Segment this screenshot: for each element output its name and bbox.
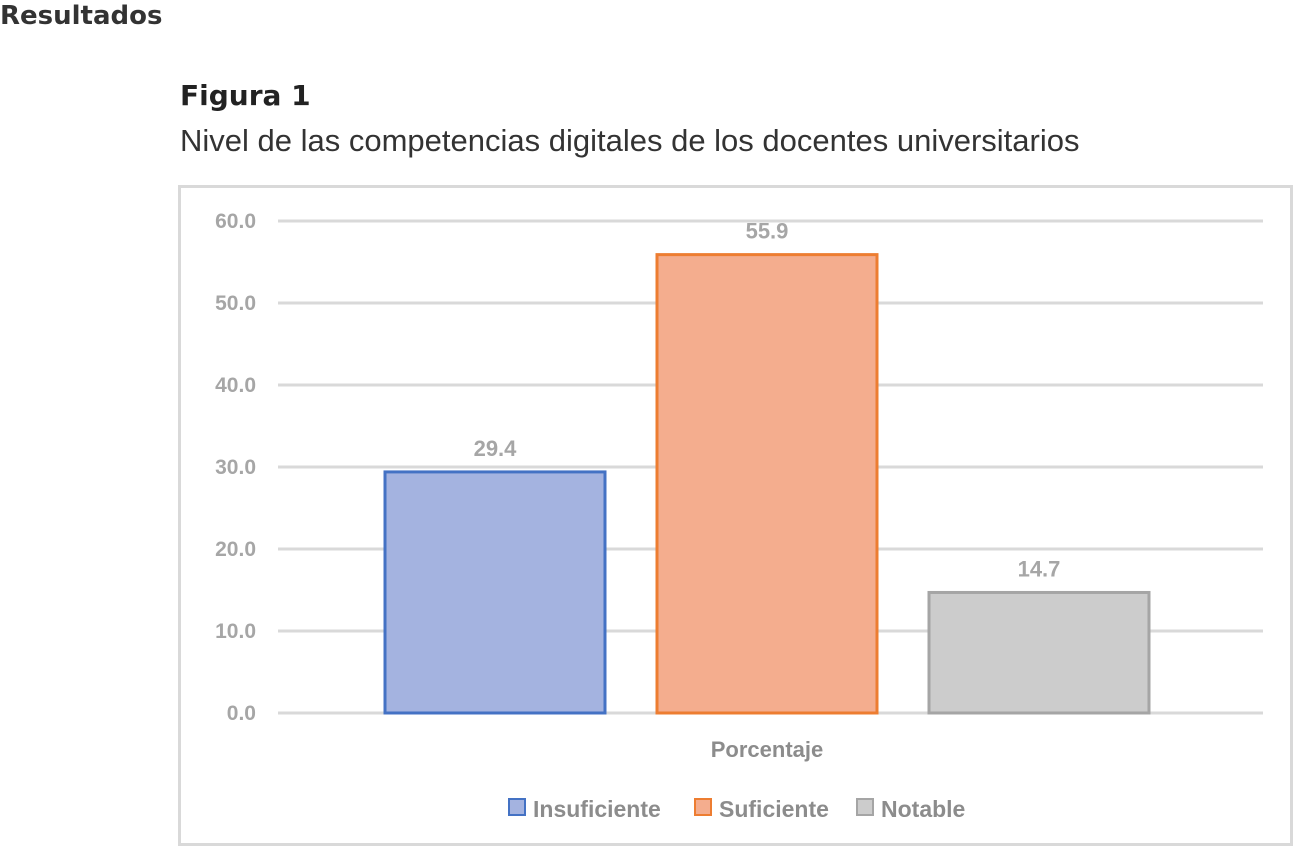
y-tick-label: 60.0 — [215, 210, 256, 233]
section-heading: Resultados — [0, 1, 163, 31]
legend-swatch-suficiente — [694, 798, 712, 816]
chart-frame — [178, 185, 1293, 846]
x-category-label: Porcentaje — [711, 737, 824, 762]
legend-label-notable: Notable — [881, 796, 965, 822]
data-label-suficiente: 55.9 — [746, 219, 789, 244]
bar-notable — [927, 590, 1151, 715]
bar-chart: 0.0 10.0 20.0 30.0 40.0 50.0 60.0 29.4 55.9 14.7… — [215, 210, 1263, 822]
bars — [383, 253, 1151, 715]
x-axis-categories: Porcentaje — [711, 737, 824, 762]
y-axis-ticks: 0.0 10.0 20.0 30.0 40.0 50.0 60.0 — [215, 210, 256, 725]
legend-label-suficiente: Suficiente — [719, 796, 829, 822]
y-tick-label: 40.0 — [215, 374, 256, 397]
y-tick-label: 0.0 — [227, 702, 256, 725]
data-label-insuficiente: 29.4 — [474, 436, 518, 461]
bar-suficiente — [655, 253, 879, 715]
y-tick-label: 50.0 — [215, 292, 256, 315]
y-tick-label: 20.0 — [215, 538, 256, 561]
figure-label: Figura 1 — [180, 79, 311, 112]
legend-swatch-insuficiente — [508, 798, 526, 816]
y-tick-label: 30.0 — [215, 456, 256, 479]
legend-swatch-notable — [856, 798, 874, 816]
data-labels: 29.4 55.9 14.7 — [474, 219, 1061, 582]
data-label-notable: 14.7 — [1018, 556, 1061, 581]
bar-insuficiente — [383, 470, 607, 715]
figure-caption: Nivel de las competencias digitales de l… — [180, 123, 1080, 158]
y-tick-label: 10.0 — [215, 620, 256, 643]
legend-label-insuficiente: Insuficiente — [533, 796, 661, 822]
legend: Insuficiente Suficiente Notable — [508, 796, 965, 822]
